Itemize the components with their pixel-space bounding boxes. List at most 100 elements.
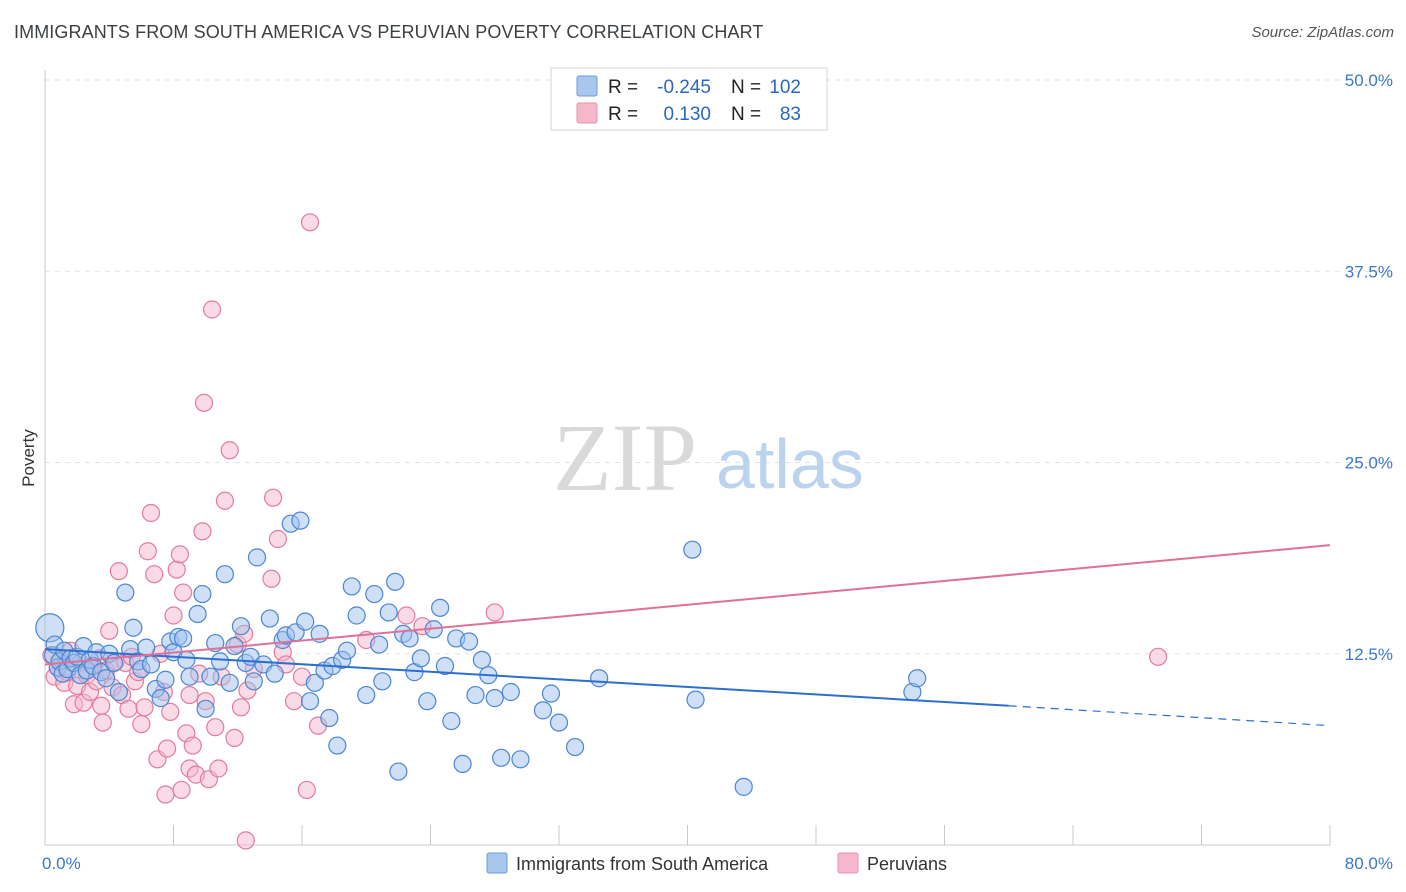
blue-point [305,673,324,692]
blue-point [357,685,376,705]
blue-point [565,737,585,757]
blue-point [201,667,220,686]
blue-point [265,664,284,683]
blue-point [196,699,215,718]
blue-point [418,692,437,711]
stats-swatch-blue [576,75,598,97]
blue-point [337,641,357,660]
pink-point [172,780,191,800]
legend-label-peruvians: Peruvians [867,854,947,874]
pink-point [236,831,255,850]
stats-n-label-blue: N = [731,77,761,98]
blue-point [244,672,263,691]
x-ticks [44,825,1331,845]
blue-point [231,617,251,636]
watermark-zip: ZIP [553,404,697,511]
pink-point [183,736,202,755]
y-tick-labels: 12.5% 25.0% 37.5% 50.0% [1345,71,1393,664]
trend-line-blue [44,648,1009,707]
legend-swatch-blue [486,852,508,874]
blue-point [174,629,193,648]
blue-point [453,754,472,774]
blue-point [215,565,234,584]
blue-point [431,598,450,617]
blue-point [96,669,116,688]
pink-point [135,698,154,717]
y-tick-label: 25.0% [1345,454,1393,473]
blue-point [151,689,170,708]
pink-point [161,702,180,721]
blue-point [549,713,569,732]
blue-point [400,629,419,648]
blue-point [220,673,239,692]
pink-point [263,488,283,507]
pink-point [1149,647,1168,666]
pink-point [93,713,112,732]
pink-point [132,715,151,734]
blue-point [373,672,392,691]
pink-point [215,491,234,510]
blue-point [342,577,361,596]
pink-point [268,529,288,549]
blue-point [109,682,128,702]
blue-point [379,603,398,622]
blue-point [511,750,530,769]
watermark: ZIP atlas [553,404,864,511]
stats-swatch-pink [576,102,598,124]
pink-point [300,213,320,232]
blue-point [533,701,553,720]
pink-point [231,698,251,717]
pink-point [262,569,281,588]
blue-point [300,692,320,711]
blue-point [137,638,156,657]
blue-point [386,572,405,591]
y-tick-label: 12.5% [1345,645,1393,664]
blue-point [141,655,161,674]
blue-point [347,606,366,625]
blue-point [435,656,455,676]
pink-point [180,685,199,705]
blue-point [365,584,384,604]
blue-point [124,618,143,637]
stats-r-value-blue: -0.245 [657,77,711,98]
blue-point [492,748,511,767]
blue-point [389,762,408,781]
x-tick-labels: 0.0% 80.0% [42,854,1393,873]
stats-n-label-pink: N = [731,104,761,125]
legend-swatch-pink [837,852,859,874]
pink-point [145,565,164,584]
stats-r-label-pink: R = [608,104,638,125]
blue-point [485,689,504,708]
blue-point [247,548,267,567]
pink-point [100,621,119,640]
pink-point [167,560,186,579]
watermark-atlas: atlas [716,425,864,503]
series-immigrants-south-america [35,511,927,796]
pink-point [156,785,175,804]
gridlines [45,79,1392,655]
stats-n-value-pink: 83 [780,104,801,125]
blue-point [180,667,199,686]
stats-r-value-pink: 0.130 [663,104,711,125]
blue-point [686,690,705,709]
pink-point [193,522,212,541]
blue-point [296,612,315,631]
blue-point [472,650,491,669]
blue-point [590,669,609,688]
y-axis-title: Poverty [19,429,38,487]
blue-point [501,682,520,702]
pink-point [397,606,416,625]
blue-point [156,670,175,689]
stats-n-value-blue: 102 [769,77,801,98]
x-tick-label: 0.0% [42,854,81,873]
y-tick-label: 37.5% [1345,262,1393,281]
blue-point [370,635,389,654]
chart-title: IMMIGRANTS FROM SOUTH AMERICA VS PERUVIA… [14,22,764,42]
legend: Immigrants from South America Peruvians [486,852,947,874]
pink-point [174,583,193,602]
pink-point [209,759,228,778]
pink-point [170,545,190,564]
pink-point [284,692,304,711]
blue-point [683,540,702,559]
